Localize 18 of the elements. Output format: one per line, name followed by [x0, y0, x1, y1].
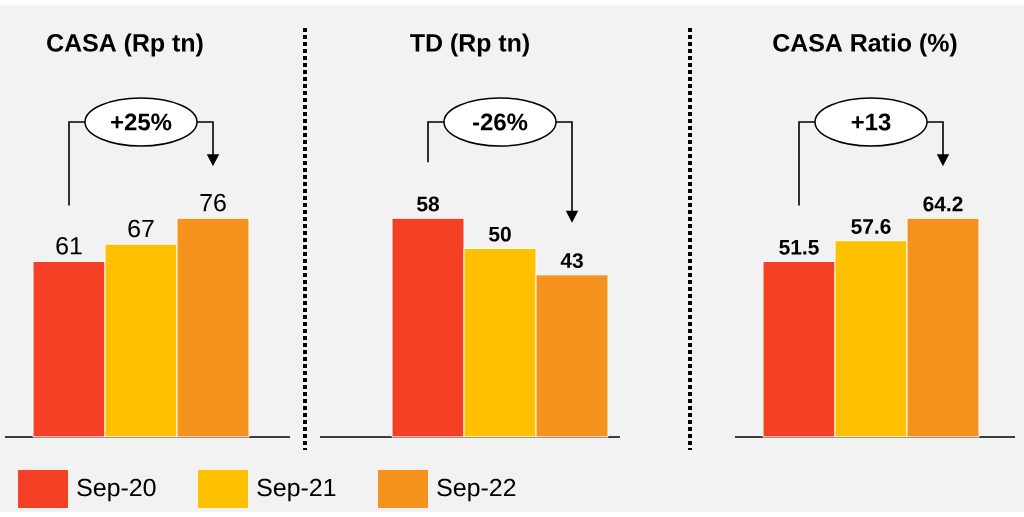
legend-label: Sep-22: [437, 478, 516, 502]
chart-title: CASA (Rp tn): [47, 33, 203, 57]
data-label: 50: [489, 226, 511, 242]
chart-title: CASA Ratio (%): [773, 33, 957, 57]
legend-label: Sep-21: [257, 478, 336, 502]
chart-title: TD (Rp tn): [410, 33, 529, 57]
legend-label: Sep-20: [77, 478, 156, 502]
data-label: 64.2: [923, 196, 963, 212]
data-label: 58: [417, 196, 439, 212]
text: +25%: [111, 113, 172, 131]
data-label: 51.5: [779, 240, 819, 255]
data-label: 76: [200, 193, 226, 212]
text: +13: [851, 113, 891, 131]
data-label: 57.6: [851, 219, 891, 234]
text: -26%: [473, 113, 528, 131]
data-label: 43: [560, 253, 583, 268]
data-label: 67: [128, 219, 154, 238]
data-label: 61: [56, 236, 82, 255]
